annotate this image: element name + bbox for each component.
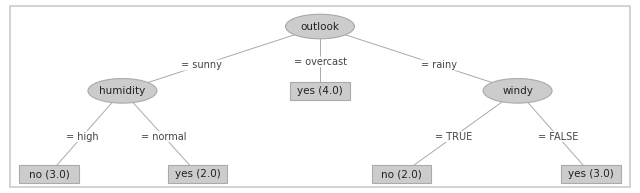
Text: = rainy: = rainy: [420, 60, 456, 70]
Ellipse shape: [285, 14, 355, 39]
Ellipse shape: [88, 79, 157, 103]
Text: = FALSE: = FALSE: [538, 132, 578, 142]
Text: outlook: outlook: [301, 21, 339, 31]
Ellipse shape: [483, 79, 552, 103]
Text: = TRUE: = TRUE: [435, 132, 472, 142]
Text: = normal: = normal: [141, 132, 187, 142]
Text: windy: windy: [502, 86, 533, 96]
FancyBboxPatch shape: [290, 82, 350, 100]
Text: = high: = high: [66, 132, 99, 142]
Text: yes (3.0): yes (3.0): [568, 169, 614, 179]
Text: no (2.0): no (2.0): [381, 169, 422, 179]
Text: yes (2.0): yes (2.0): [175, 169, 221, 179]
FancyBboxPatch shape: [168, 165, 227, 183]
Text: humidity: humidity: [99, 86, 145, 96]
Text: yes (4.0): yes (4.0): [297, 86, 343, 96]
FancyBboxPatch shape: [372, 165, 431, 183]
FancyBboxPatch shape: [561, 165, 621, 183]
Text: = sunny: = sunny: [181, 60, 222, 70]
Text: = overcast: = overcast: [294, 57, 346, 67]
FancyBboxPatch shape: [19, 165, 79, 183]
Text: no (3.0): no (3.0): [29, 169, 69, 179]
